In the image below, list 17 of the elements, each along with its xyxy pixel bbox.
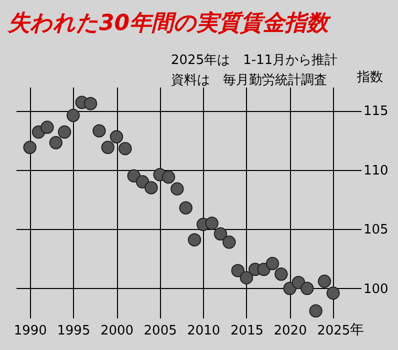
- y-tick-label: 110: [364, 163, 388, 178]
- text: 2025年は 1-11月から推計: [171, 53, 338, 68]
- x-tick-label: 1995: [57, 324, 90, 338]
- y-tick-label: 100: [364, 282, 388, 297]
- y-tick-label: 105: [364, 222, 388, 238]
- x-tick-label: 2005: [144, 324, 177, 338]
- x-tick-label: 2000: [100, 324, 134, 338]
- x-tick-label: 2020: [274, 324, 307, 338]
- x-tick-label: 1990: [14, 324, 47, 338]
- x-tick-label: 2010: [187, 324, 220, 338]
- x-tick-label: 2015: [230, 324, 264, 338]
- chart-title: 失われた30年間の実質賃金指数: [7, 10, 332, 36]
- annotation: 資料は 毎月勤労統計調査: [171, 73, 327, 88]
- y-tick-label: 115: [364, 104, 388, 120]
- x-axis-title: 年: [350, 322, 364, 338]
- x-tick-label: 2025: [317, 324, 350, 338]
- y-axis-title: 指数: [356, 70, 383, 85]
